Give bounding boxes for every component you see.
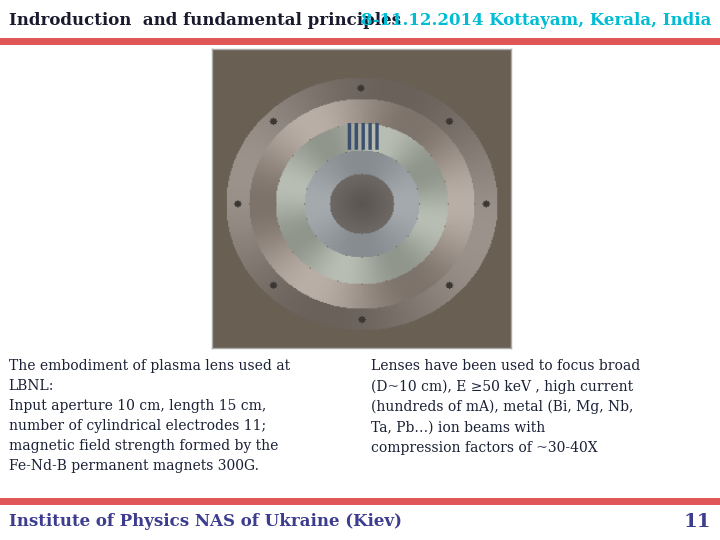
Text: 8-11.12.2014 Kottayam, Kerala, India: 8-11.12.2014 Kottayam, Kerala, India <box>361 12 711 29</box>
Text: Indroduction  and fundamental principles: Indroduction and fundamental principles <box>9 12 400 29</box>
Text: Lenses have been used to focus broad
(D~10 cm), E ≥50 keV , high current
(hundre: Lenses have been used to focus broad (D~… <box>371 359 640 455</box>
Text: Institute of Physics NAS of Ukraine (Kiev): Institute of Physics NAS of Ukraine (Kie… <box>9 513 402 530</box>
Text: The embodiment of plasma lens used at
LBNL:
Input aperture 10 cm, length 15 cm,
: The embodiment of plasma lens used at LB… <box>9 359 289 474</box>
Text: 11: 11 <box>684 512 711 531</box>
